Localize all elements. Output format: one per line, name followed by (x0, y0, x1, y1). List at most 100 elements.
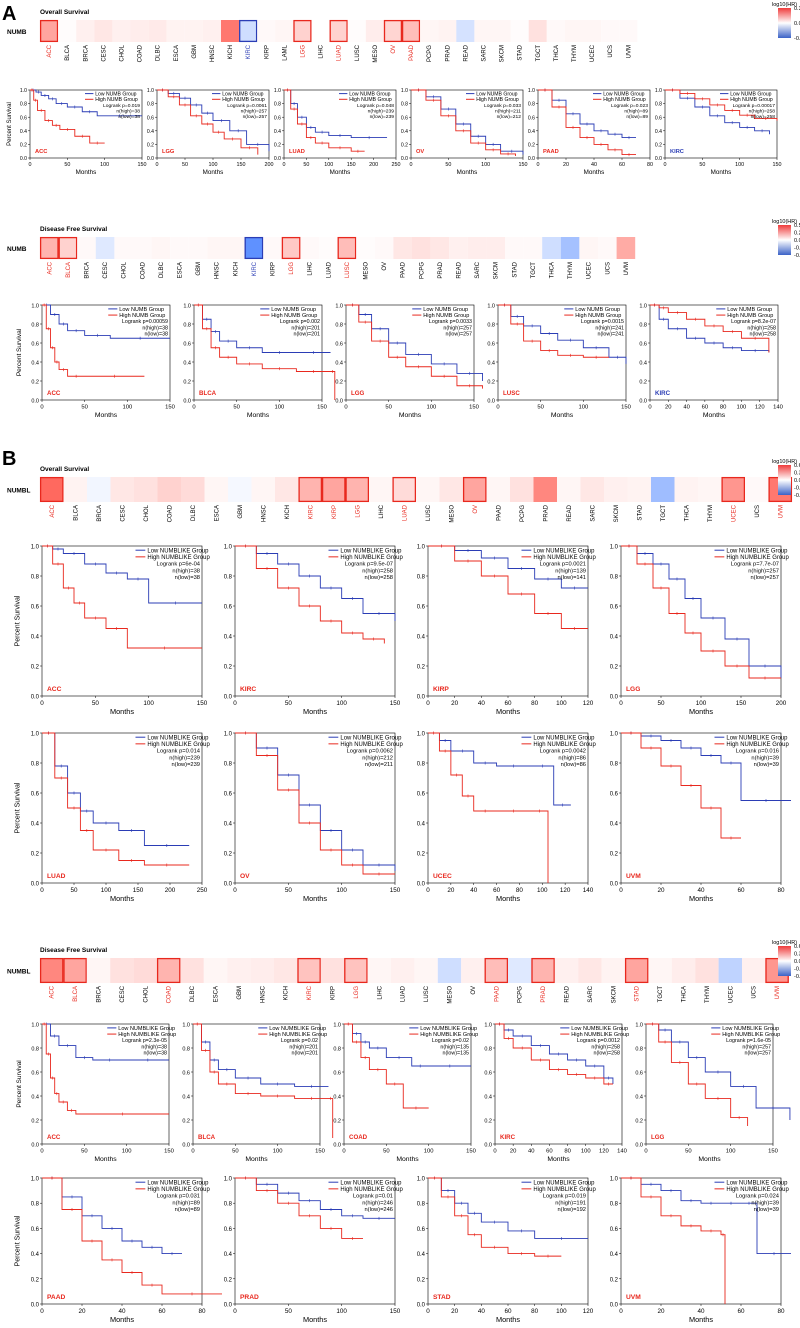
y-tick-label: 0.2 (655, 143, 662, 149)
x-tick-label: 20 (451, 1308, 459, 1315)
x-tick-label: 100 (336, 887, 347, 894)
y-tick-label: 1.0 (224, 544, 233, 550)
stat-text: Logrank p=0.019 (543, 1194, 586, 1200)
km-curve-low (646, 1023, 791, 1120)
heatmap-cell-meso (356, 237, 375, 259)
legend-label: Low NUMB Group (603, 91, 644, 97)
km-plot-b_os_acc: 0.0 0.2 0.4 0.6 0.8 1.0 0 50 100 150 Months Percent… (15, 544, 211, 716)
heatmap-col-label-ov: OV (391, 45, 397, 54)
heatmap-col-label-kich: KICH (228, 45, 234, 59)
cancer-label: ACC (35, 149, 47, 155)
heatmap-col-label-pcpg: PCPG (518, 986, 524, 1003)
x-tick-label: 100 (143, 700, 154, 707)
legend-label: Low NUMBLIKE Group (147, 735, 209, 741)
heatmap-col-label-hnsc: HNSC (260, 985, 266, 1003)
y-tick-label: 1.0 (655, 88, 662, 94)
cancer-label: LGG (351, 390, 365, 397)
y-tick-label: 0.8 (20, 102, 27, 108)
scale-tick-label: 0.3 (794, 6, 800, 12)
x-tick-label: 20 (447, 887, 455, 894)
heatmap-col-label-dlbc: DLBC (191, 504, 197, 521)
x-tick-label: 60 (737, 887, 745, 894)
heatmap-row-label: NUMB (7, 29, 27, 36)
cancer-label: LUAD (47, 873, 66, 880)
x-tick-label: 80 (777, 887, 785, 894)
x-axis-label: Months (110, 1315, 134, 1324)
y-tick-label: 1.0 (182, 1022, 190, 1028)
stat-text: Logrank p=0.01 (353, 1194, 393, 1200)
x-axis-label: Months (303, 1315, 327, 1324)
y-tick-label: 0.0 (333, 1142, 341, 1148)
heatmap-col-label-paad: PAAD (494, 985, 500, 1002)
y-tick-label: 0.4 (31, 360, 39, 366)
stat-text: n(high)=239 (368, 109, 395, 115)
heatmap-cell-thym (564, 20, 583, 42)
stat-text: n(low)=141 (557, 575, 586, 581)
heatmap-cell-prad (531, 958, 555, 983)
km-plot-b_dfs_lgg: 0.0 0.2 0.4 0.6 0.8 1.0 0 50 100 150 Months Low NUM… (635, 1022, 791, 1163)
cancer-label: ACC (47, 1134, 61, 1141)
heatmap-col-label-paad: PAAD (401, 261, 407, 278)
heatmap-cell-dlbc (151, 237, 171, 259)
y-tick-label: 0.0 (487, 398, 495, 404)
stat-text: Logrank p=0.0012 (577, 1038, 620, 1044)
x-tick-label: 150 (466, 1149, 477, 1155)
x-tick-label: 150 (390, 1308, 401, 1315)
y-tick-label: 0.8 (528, 102, 535, 108)
cancer-label: KIRC (500, 1134, 516, 1141)
x-tick-label: 140 (583, 887, 594, 894)
heatmap-cell-thym (698, 477, 722, 502)
legend-label: Low NUMB Group (575, 307, 620, 313)
heatmap-col-label-lihc: LIHC (379, 504, 385, 518)
y-tick-label: 0.6 (224, 1227, 233, 1233)
y-tick-label: 0.8 (31, 322, 39, 328)
heatmap-cell-lusc (337, 237, 357, 259)
legend-label: Low NUMBLIKE Group (340, 548, 402, 554)
heatmap-col-label-prad: PRAD (438, 261, 444, 278)
x-tick-label: 0 (191, 1149, 195, 1155)
heatmap-col-label-stad: STAD (637, 504, 643, 520)
heatmap-cell-laml (275, 20, 294, 42)
stat-text: Logrank p=0.019 (103, 103, 140, 109)
scale-tick-label: 0.0 (794, 21, 800, 27)
legend-label: Low NUMB Group (349, 91, 390, 97)
y-tick-label: 0.0 (224, 1302, 233, 1308)
legend-label: Low NUMB Group (95, 91, 136, 97)
y-tick-label: 0.6 (183, 341, 191, 347)
km-curve-high (428, 545, 588, 629)
x-tick-label: 120 (583, 700, 594, 707)
heatmap-col-label-uvm: UVM (778, 505, 784, 518)
x-tick-label: 50 (383, 1149, 390, 1155)
stat-text: n(low)=135 (442, 1051, 469, 1057)
legend-label: High NUMBLIKE Group (533, 555, 596, 561)
heatmap-cell-lihc (311, 20, 330, 42)
x-tick-label: 40 (470, 887, 478, 894)
heatmap-cell-thca (671, 958, 696, 983)
heatmap-highlight-lgg (344, 957, 368, 984)
scale-tick-label: -0.25 (794, 246, 800, 252)
legend-label: High NUMBLIKE Group (722, 1032, 780, 1038)
x-tick-label: 150 (317, 405, 328, 411)
legend-label: Low NUMB Group (476, 91, 517, 97)
scale-bar (778, 465, 791, 495)
heatmap-numbl_os: Overall Survival NUMBL ACC BLCA BRCA CESC CHOL… (7, 459, 800, 523)
stat-text: n(high)=211 (495, 109, 521, 115)
heatmap-cell-pcpg (510, 477, 534, 502)
heatmap-col-label-blca: BLCA (66, 262, 72, 278)
x-tick-label: 150 (390, 887, 401, 894)
y-tick-label: 0.8 (224, 574, 233, 580)
x-tick-label: 40 (528, 1149, 535, 1155)
heatmap-cell-blca (63, 958, 87, 983)
scale-tick-label: 0.0 (794, 238, 800, 244)
legend-label: High NUMB Group (730, 97, 773, 103)
heatmap-highlight-ucec (721, 476, 746, 503)
heatmap-cell-ov (463, 477, 487, 502)
km-plot-a_os_luad: 0.0 0.2 0.4 0.6 0.8 1.0 0 50 100 150 200 250 Months L… (274, 88, 401, 176)
km-plot-b_dfs_stad: 0.0 0.2 0.4 0.6 0.8 1.0 0 20 40 60 80 100 120 Months L… (417, 1176, 597, 1324)
y-tick-label: 0.0 (610, 694, 619, 700)
heatmap-cell-lihc (369, 477, 393, 502)
heatmap-cell-read (554, 958, 579, 983)
heatmap-cell-luad (392, 477, 416, 502)
cancer-label: UCEC (433, 873, 452, 880)
scale-tick-label: -0.6 (794, 974, 800, 980)
